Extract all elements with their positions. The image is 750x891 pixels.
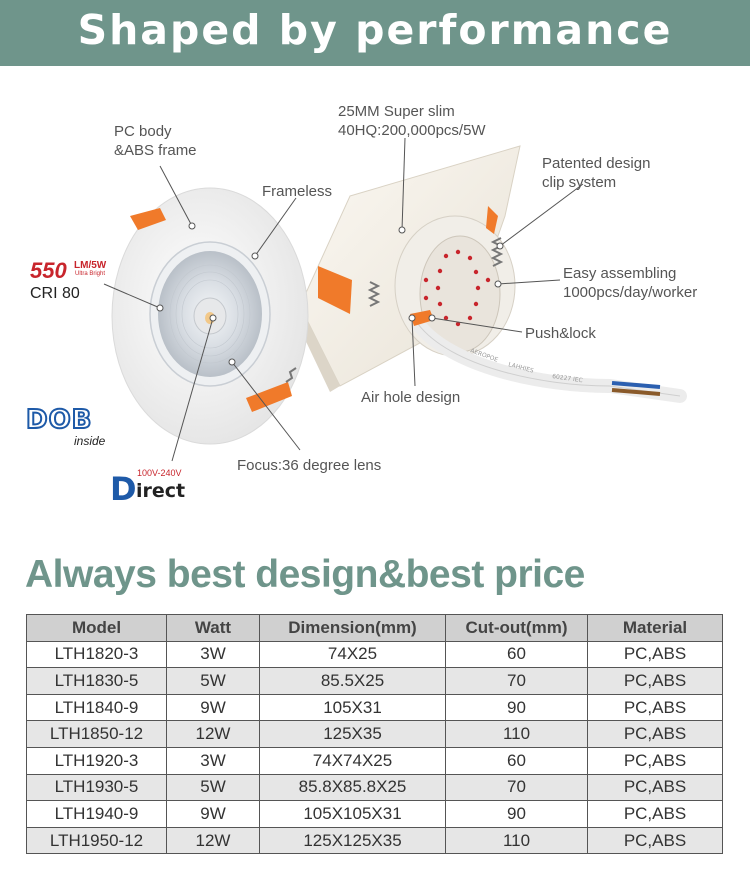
cell-material: PC,ABS [587,693,723,722]
cell-cutout: 60 [445,746,588,775]
table-row: LTH1930-5 5W 85.8X85.8X25 70 PC,ABS [26,773,723,802]
lumen-unit: LM/5W [74,260,107,271]
cell-material: PC,ABS [587,640,723,669]
cri-label: CRI 80 [30,285,80,302]
table-row: LTH1840-9 9W 105X31 90 PC,ABS [26,693,723,722]
direct-word: irect [136,480,186,502]
dob-logo: DOB [25,404,93,436]
header-model: Model [26,614,167,642]
table-row: LTH1920-3 3W 74X74X25 60 PC,ABS [26,746,723,775]
header-cutout: Cut-out(mm) [445,614,588,642]
cell-material: PC,ABS [587,800,723,828]
lumen-sub: Ultra Bright [75,271,106,277]
table-row: LTH1950-12 12W 125X125X35 110 PC,ABS [26,826,723,855]
cell-model: LTH1850-12 [26,720,167,748]
header-material: Material [587,614,723,642]
header-watt: Watt [166,614,260,642]
cable-print-3: 60227 IEC [552,373,583,384]
cell-material: PC,ABS [587,667,723,695]
cell-model: LTH1820-3 [26,640,167,669]
cell-cutout: 90 [445,800,588,828]
dob-inside-label: inside [74,434,106,448]
cell-dimension: 85.8X85.8X25 [259,773,446,802]
cell-cutout: 70 [445,667,588,695]
cell-material: PC,ABS [587,773,723,802]
leader-lines [103,137,584,462]
callout-patented-line1: Patented design [542,155,651,172]
cell-model: LTH1950-12 [26,826,167,855]
callout-push-lock: Push&lock [525,325,596,342]
callout-pc-body-line1: PC body [114,123,172,140]
table-row: LTH1850-12 12W 125X35 110 PC,ABS [26,720,723,748]
cell-material: PC,ABS [587,720,723,748]
callout-pc-body: PC body &ABS frame [114,122,197,160]
cell-cutout: 110 [445,720,588,748]
callout-patented-line2: clip system [542,174,617,191]
cell-cutout: 60 [445,640,588,669]
cell-watt: 12W [166,720,260,748]
callout-super-slim-line1: 25MM Super slim [338,103,455,120]
cell-material: PC,ABS [587,826,723,855]
header-dimension: Dimension(mm) [259,614,446,642]
product-illustration: AEROPOE LAHHIES 60227 IEC [0,66,750,546]
callout-pc-body-line2: &ABS frame [114,142,197,159]
callout-focus: Focus:36 degree lens [237,457,382,474]
callout-patented: Patented design clip system [542,154,650,192]
direct-letter-d: D [110,470,137,508]
callout-easy-assembling-line2: 1000pcs/day/worker [563,284,698,301]
lumen-value: 550 [30,258,67,283]
cell-cutout: 70 [445,773,588,802]
spec-table: Model Watt Dimension(mm) Cut-out(mm) Mat… [26,614,723,855]
cell-dimension: 105X105X31 [259,800,446,828]
cell-material: PC,ABS [587,746,723,775]
callout-frameless: Frameless [262,183,333,200]
lumen-badge: 550 LM/5W Ultra Bright [30,258,106,284]
cell-dimension: 85.5X25 [259,667,446,695]
cell-model: LTH1830-5 [26,667,167,695]
cell-model: LTH1920-3 [26,746,167,775]
table-row: LTH1940-9 9W 105X105X31 90 PC,ABS [26,800,723,828]
table-row: LTH1820-3 3W 74X25 60 PC,ABS [26,640,723,669]
table-row: LTH1830-5 5W 85.5X25 70 PC,ABS [26,667,723,695]
direct-voltage: 100V-240V [137,468,182,478]
callout-easy-assembling-line1: Easy assembling [563,265,677,282]
cell-cutout: 90 [445,693,588,722]
cell-watt: 9W [166,800,260,828]
cell-dimension: 74X25 [259,640,446,669]
cell-watt: 5W [166,773,260,802]
cell-model: LTH1840-9 [26,693,167,722]
product-drawing: AEROPOE LAHHIES 60227 IEC [103,137,687,462]
cell-watt: 3W [166,746,260,775]
square-downlight: AEROPOE LAHHIES 60227 IEC [292,145,687,403]
cell-watt: 5W [166,667,260,695]
cell-dimension: 125X35 [259,720,446,748]
callout-air-hole: Air hole design [361,389,461,406]
cell-model: LTH1930-5 [26,773,167,802]
headline: Always best design&best price [25,553,585,596]
cell-watt: 12W [166,826,260,855]
cell-watt: 9W [166,693,260,722]
cell-dimension: 74X74X25 [259,746,446,775]
round-downlight [111,187,309,445]
callout-super-slim-line2: 40HQ:200,000pcs/5W [338,122,486,139]
cell-cutout: 110 [445,826,588,855]
table-header-row: Model Watt Dimension(mm) Cut-out(mm) Mat… [26,614,723,642]
cell-dimension: 125X125X35 [259,826,446,855]
title-banner: Shaped by performance [0,0,750,66]
leader-dots [156,222,504,366]
cell-watt: 3W [166,640,260,669]
cell-model: LTH1940-9 [26,800,167,828]
callout-super-slim: 25MM Super slim 40HQ:200,000pcs/5W [338,102,486,140]
banner-title: Shaped by performance [77,6,673,54]
callout-easy-assembling: Easy assembling 1000pcs/day/worker [563,264,697,302]
cell-dimension: 105X31 [259,693,446,722]
